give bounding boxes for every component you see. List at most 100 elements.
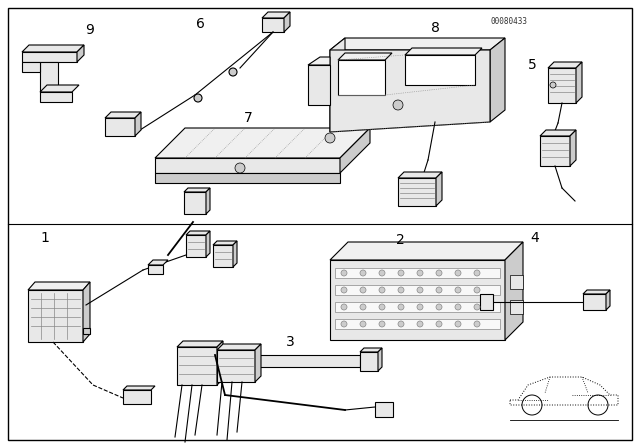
Polygon shape (360, 348, 382, 352)
Circle shape (436, 287, 442, 293)
Circle shape (474, 287, 480, 293)
Polygon shape (217, 350, 255, 382)
Polygon shape (148, 265, 163, 274)
Polygon shape (548, 62, 582, 68)
Circle shape (325, 133, 335, 143)
Polygon shape (184, 192, 206, 214)
Polygon shape (83, 328, 90, 334)
Polygon shape (340, 128, 370, 173)
Polygon shape (22, 52, 77, 62)
Circle shape (360, 304, 366, 310)
Text: 1: 1 (40, 231, 49, 245)
Polygon shape (308, 65, 330, 105)
Polygon shape (177, 347, 217, 385)
Polygon shape (330, 242, 523, 260)
Polygon shape (177, 341, 223, 347)
Polygon shape (213, 241, 237, 245)
Text: 7: 7 (244, 111, 252, 125)
Polygon shape (398, 178, 436, 206)
Polygon shape (155, 158, 340, 173)
Polygon shape (148, 260, 168, 265)
Polygon shape (548, 68, 576, 103)
Circle shape (379, 304, 385, 310)
Polygon shape (436, 172, 442, 206)
Polygon shape (135, 112, 141, 136)
Circle shape (341, 304, 347, 310)
Polygon shape (206, 188, 210, 214)
Polygon shape (215, 355, 360, 367)
Circle shape (550, 82, 556, 88)
Polygon shape (22, 62, 40, 72)
Polygon shape (155, 128, 370, 158)
Circle shape (235, 163, 245, 173)
Circle shape (341, 321, 347, 327)
Polygon shape (338, 60, 385, 95)
Polygon shape (335, 302, 500, 312)
Circle shape (474, 321, 480, 327)
Circle shape (393, 100, 403, 110)
Polygon shape (510, 275, 523, 289)
Polygon shape (28, 282, 90, 290)
Polygon shape (583, 290, 610, 294)
Circle shape (341, 270, 347, 276)
Polygon shape (83, 282, 90, 342)
Polygon shape (576, 62, 582, 103)
Polygon shape (217, 341, 223, 385)
Circle shape (379, 270, 385, 276)
Polygon shape (186, 231, 210, 235)
Polygon shape (40, 62, 58, 92)
Polygon shape (355, 120, 370, 128)
Text: 6: 6 (196, 17, 204, 31)
Circle shape (455, 321, 461, 327)
Polygon shape (405, 48, 482, 55)
Polygon shape (330, 38, 505, 50)
Polygon shape (505, 242, 523, 340)
Polygon shape (335, 268, 500, 278)
Circle shape (379, 321, 385, 327)
Circle shape (360, 321, 366, 327)
Polygon shape (480, 294, 493, 310)
Polygon shape (213, 245, 233, 267)
Circle shape (398, 287, 404, 293)
Polygon shape (155, 173, 340, 183)
Text: 9: 9 (86, 23, 95, 37)
Polygon shape (338, 53, 392, 60)
Polygon shape (233, 241, 237, 267)
Polygon shape (490, 38, 505, 122)
Polygon shape (262, 18, 284, 32)
Circle shape (417, 287, 423, 293)
Polygon shape (378, 348, 382, 371)
Polygon shape (255, 344, 261, 382)
Polygon shape (123, 390, 151, 404)
Circle shape (398, 270, 404, 276)
Circle shape (229, 68, 237, 76)
Polygon shape (308, 57, 330, 65)
Text: 3: 3 (285, 335, 294, 349)
Circle shape (455, 287, 461, 293)
Polygon shape (405, 55, 475, 85)
Polygon shape (330, 260, 505, 340)
Text: 8: 8 (431, 21, 440, 35)
Polygon shape (330, 50, 490, 132)
Circle shape (474, 270, 480, 276)
Polygon shape (510, 300, 523, 314)
Circle shape (436, 321, 442, 327)
Polygon shape (570, 130, 576, 166)
Polygon shape (77, 45, 84, 62)
Polygon shape (540, 130, 576, 136)
Polygon shape (206, 231, 210, 257)
Polygon shape (105, 118, 135, 136)
Polygon shape (22, 45, 84, 52)
Polygon shape (186, 235, 206, 257)
Text: 00080433: 00080433 (490, 17, 527, 26)
Circle shape (455, 304, 461, 310)
Circle shape (417, 321, 423, 327)
Polygon shape (330, 38, 345, 132)
Polygon shape (40, 85, 79, 92)
Circle shape (398, 321, 404, 327)
Circle shape (436, 304, 442, 310)
Circle shape (417, 304, 423, 310)
Polygon shape (335, 319, 500, 329)
Polygon shape (540, 136, 570, 166)
Polygon shape (262, 12, 290, 18)
